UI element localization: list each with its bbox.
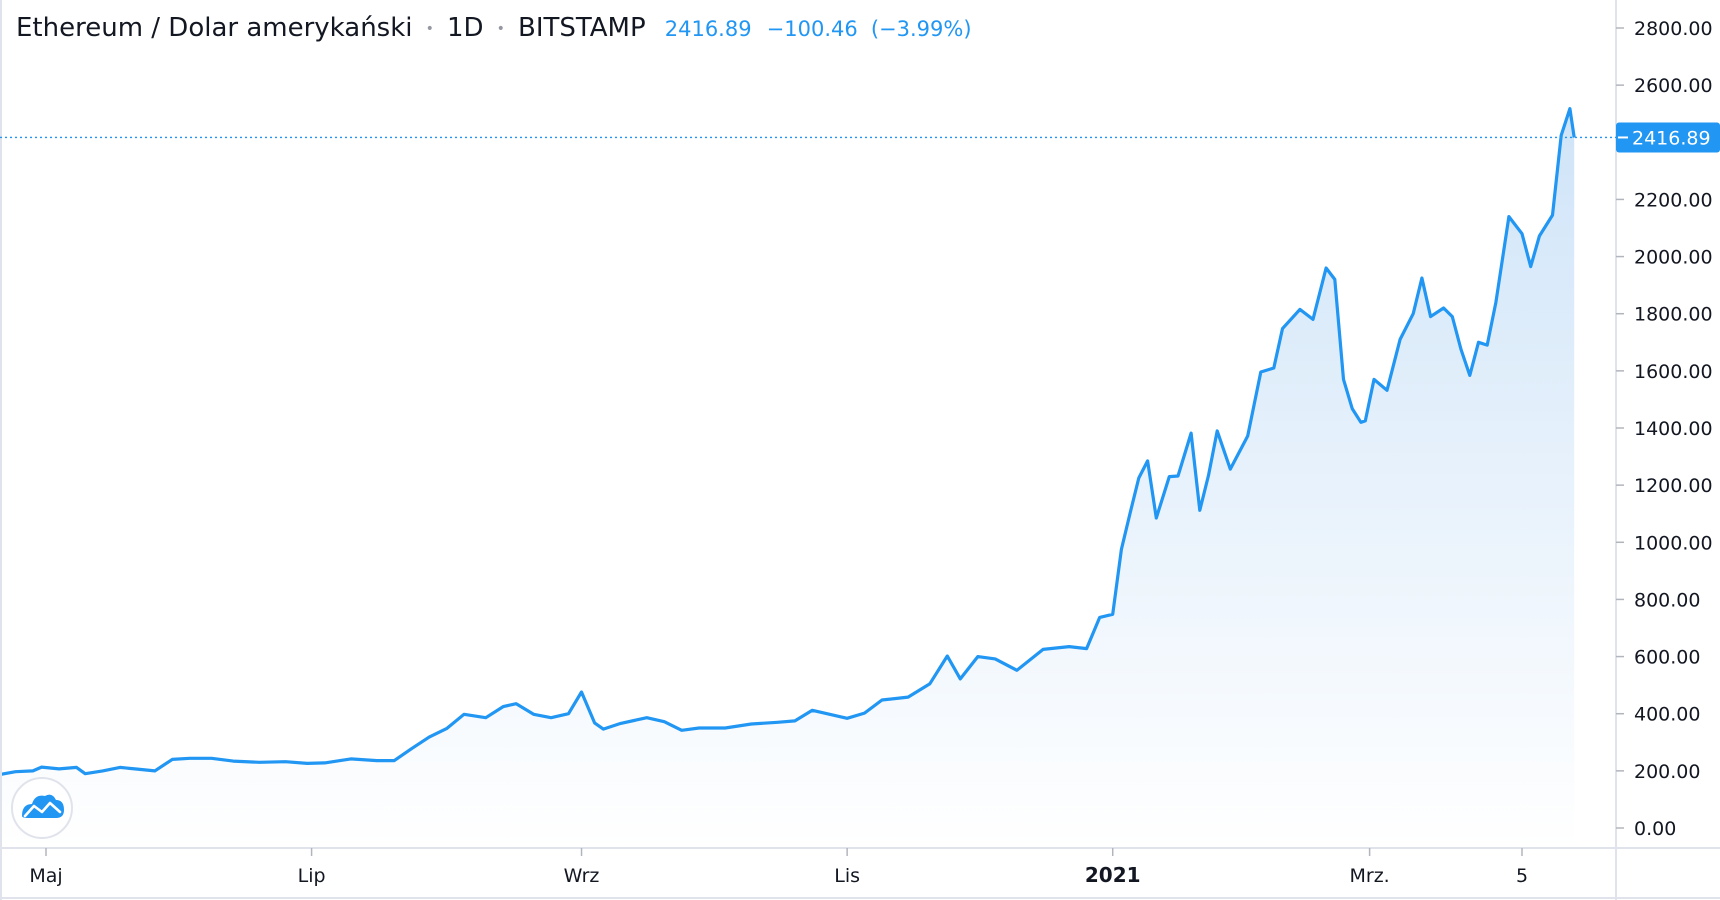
price-change-percent: (−3.99%) (871, 17, 972, 41)
price-series-line (0, 107, 1576, 777)
tradingview-cloud-icon (22, 794, 64, 818)
y-tick-label: 1200.00 (1634, 475, 1713, 497)
last-price-tag: 2416.89 (1616, 122, 1720, 153)
x-tick-label: Lip (298, 865, 326, 887)
y-tick-label: 0.00 (1634, 818, 1676, 840)
y-tick-label: 2600.00 (1634, 75, 1713, 97)
plot-area[interactable] (0, 107, 1576, 848)
y-tick-label: 1600.00 (1634, 361, 1713, 383)
x-tick-label: Maj (29, 865, 62, 887)
y-tick-label: 800.00 (1634, 589, 1700, 611)
tradingview-logo-button[interactable] (11, 777, 73, 839)
x-tick-label: 5 (1516, 865, 1528, 887)
y-tick-label: 2200.00 (1634, 189, 1713, 211)
y-tick-label: 1800.00 (1634, 304, 1713, 326)
chart-header: Ethereum / Dolar amerykański • 1D • BITS… (16, 13, 972, 43)
y-tick-label: 2800.00 (1634, 18, 1713, 40)
price-tag-label: 2416.89 (1632, 127, 1711, 149)
x-axis[interactable]: Maj Lip Wrz Lis 2021 Mrz. 5 (29, 848, 1528, 887)
interval-label[interactable]: 1D (447, 13, 484, 43)
y-tick-label: 1000.00 (1634, 532, 1713, 554)
separator-dot: • (497, 21, 505, 37)
symbol-name[interactable]: Ethereum / Dolar amerykański (16, 13, 413, 43)
chart-title: Ethereum / Dolar amerykański • 1D • BITS… (16, 13, 972, 43)
x-tick-label: Wrz (564, 865, 600, 887)
price-area-fill (0, 108, 1575, 848)
separator-dot: • (426, 21, 434, 37)
y-tick-label: 200.00 (1634, 761, 1700, 783)
y-tick-label: 400.00 (1634, 704, 1700, 726)
price-change-value: −100.46 (767, 17, 858, 41)
y-tick-label: 1400.00 (1634, 418, 1713, 440)
x-tick-label: Lis (834, 865, 860, 887)
y-tick-label: 2000.00 (1634, 247, 1713, 269)
last-price-value: 2416.89 (665, 17, 752, 41)
x-tick-label: 2021 (1085, 863, 1141, 887)
y-tick-label: 600.00 (1634, 647, 1700, 669)
price-tag-background (1616, 122, 1720, 153)
x-tick-label: Mrz. (1350, 865, 1390, 887)
exchange-label[interactable]: BITSTAMP (518, 13, 646, 43)
